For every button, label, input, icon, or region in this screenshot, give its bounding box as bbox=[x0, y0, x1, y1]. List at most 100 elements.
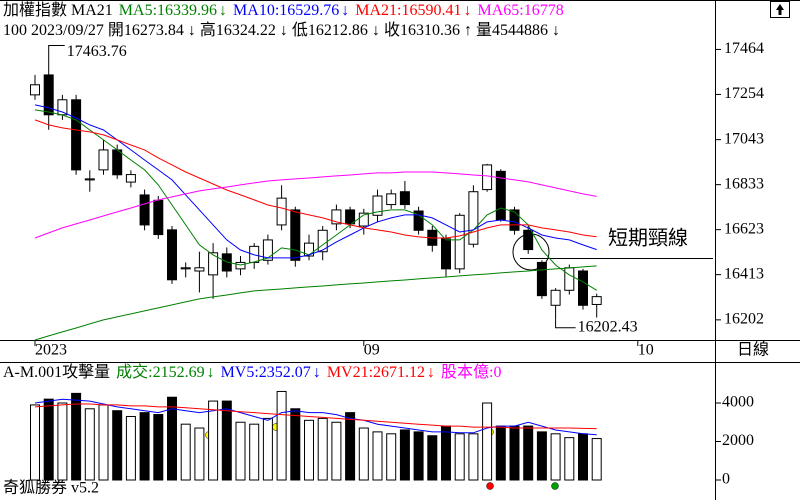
candle-body bbox=[235, 261, 246, 270]
legend-trend: ↓ bbox=[207, 364, 215, 381]
volume-bar bbox=[523, 425, 534, 481]
y-tick-label: 16202 bbox=[724, 311, 764, 328]
volume-bar bbox=[591, 438, 602, 481]
y-tick-label: 16413 bbox=[724, 265, 764, 282]
volume-bar bbox=[536, 431, 547, 481]
low-annotation: 16202.43 bbox=[578, 318, 638, 335]
info-item: ↓ bbox=[372, 22, 380, 39]
volume-bar bbox=[372, 431, 383, 481]
ma-line bbox=[34, 119, 597, 239]
ma-line bbox=[34, 109, 597, 291]
candle-body bbox=[208, 252, 219, 276]
volume-bar bbox=[509, 425, 520, 481]
y-tick-label: 16623 bbox=[724, 220, 764, 237]
legend-entry: MA65:16778 bbox=[478, 2, 564, 19]
candle-body bbox=[153, 199, 164, 236]
candle-body bbox=[536, 261, 547, 297]
volume-bar bbox=[578, 433, 588, 481]
y-tick-label: 17043 bbox=[724, 130, 764, 147]
volume-bar bbox=[221, 400, 232, 481]
volume-bar bbox=[331, 421, 342, 481]
legend-trend: ↓ bbox=[313, 364, 321, 381]
volume-bar bbox=[345, 412, 356, 481]
candle-body bbox=[304, 242, 314, 257]
candle-body bbox=[578, 270, 588, 306]
candle-body bbox=[482, 164, 493, 191]
legend-entry: 成交:2152.69 bbox=[116, 363, 204, 381]
candle-body bbox=[290, 209, 301, 261]
candle-body bbox=[523, 229, 534, 251]
candle-body bbox=[591, 296, 602, 305]
annotation-leader bbox=[555, 319, 576, 329]
x-tick-label: 2023 bbox=[35, 342, 67, 359]
candle-body bbox=[180, 267, 191, 270]
info-item: ↓ bbox=[188, 22, 196, 39]
candle-body bbox=[30, 84, 40, 96]
candle-body bbox=[84, 178, 95, 181]
volume-bar bbox=[208, 400, 219, 481]
volume-bar bbox=[180, 423, 191, 481]
legend-entry: MV5:2352.07 bbox=[221, 364, 311, 381]
annotation-leader bbox=[48, 44, 65, 50]
volume-bar bbox=[386, 433, 397, 481]
candle-body bbox=[43, 74, 54, 116]
legend-trend: ↓ bbox=[427, 364, 435, 381]
volume-bar bbox=[550, 433, 561, 481]
candle-body bbox=[194, 267, 205, 272]
volume-bar bbox=[194, 427, 205, 481]
volume-title: A-M.001攻擊量 bbox=[3, 363, 110, 381]
info-item: ↓ bbox=[552, 22, 560, 39]
volume-bar bbox=[84, 408, 95, 481]
volume-bar bbox=[468, 433, 479, 481]
volume-bar bbox=[317, 417, 328, 481]
ma-line bbox=[34, 171, 597, 239]
info-item: 低16212.86 bbox=[292, 21, 368, 39]
volume-bar bbox=[304, 419, 314, 481]
candle-body bbox=[262, 239, 273, 261]
candle-body bbox=[564, 267, 575, 291]
candle-body bbox=[345, 209, 356, 225]
candle-body bbox=[125, 174, 136, 183]
volume-bar bbox=[358, 427, 369, 481]
x-tick-label: 09 bbox=[364, 342, 380, 359]
candle-body bbox=[441, 238, 451, 270]
volume-bar bbox=[30, 404, 40, 481]
volume-bar bbox=[427, 435, 438, 481]
candle-body bbox=[276, 197, 287, 226]
y-tick-label: 2000 bbox=[722, 432, 754, 449]
candle-body bbox=[509, 209, 520, 231]
candle-body bbox=[413, 210, 424, 231]
volume-bar bbox=[495, 425, 506, 481]
volume-bar bbox=[454, 433, 465, 481]
candle-body bbox=[71, 99, 82, 171]
legend-bar: 加權指數 MA21 MA5:16339.96 ↓ MA10:16529.76 ↓ MA21… bbox=[3, 1, 564, 19]
info-item: 2023/09/27 bbox=[31, 22, 104, 39]
x-tick-label: 10 bbox=[638, 342, 654, 359]
info-item: ↓ bbox=[280, 22, 288, 39]
y-tick-label: 17464 bbox=[724, 40, 764, 57]
candle-body bbox=[98, 149, 109, 171]
legend-trend: ↓ bbox=[341, 2, 349, 19]
candle-body bbox=[112, 149, 123, 176]
candle-body bbox=[454, 214, 465, 270]
legend-entry: MA10:16529.76 bbox=[233, 2, 339, 19]
info-item: 開16273.84 bbox=[108, 22, 184, 39]
signal-dot bbox=[551, 482, 559, 490]
legend-trend: ↓ bbox=[219, 2, 227, 19]
legend-entry: MV21:2671.12 bbox=[327, 364, 425, 381]
candle-body bbox=[331, 209, 342, 225]
info-item: ↑ bbox=[464, 22, 472, 39]
candle-body bbox=[372, 195, 383, 216]
chart-title: 加權指數 MA21 bbox=[3, 1, 113, 19]
legend-extra: 股本億:0 bbox=[441, 363, 501, 381]
button-icon bbox=[776, 4, 784, 15]
volume-bar bbox=[57, 402, 68, 481]
info-item: 量4544886 bbox=[476, 22, 548, 39]
ma-line bbox=[34, 265, 597, 341]
info-item: 100 bbox=[3, 22, 27, 39]
info-item: 收16310.36 bbox=[384, 21, 460, 39]
volume-bar bbox=[262, 417, 273, 481]
volume-bar bbox=[399, 429, 410, 481]
volume-bar bbox=[125, 415, 136, 481]
